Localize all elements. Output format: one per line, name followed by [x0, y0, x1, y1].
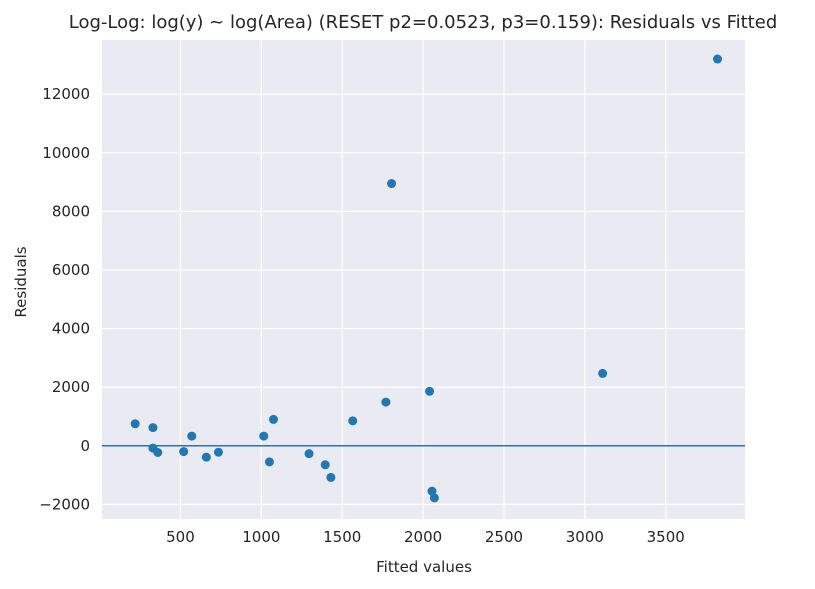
- data-point: [425, 386, 435, 396]
- data-point: [320, 460, 330, 470]
- x-tick-label: 2500: [485, 528, 523, 546]
- y-tick-label: 10000: [42, 144, 90, 162]
- data-point: [304, 449, 314, 459]
- data-point: [326, 472, 336, 482]
- y-tick-label: 6000: [52, 261, 90, 279]
- x-tick-label: 1500: [323, 528, 361, 546]
- x-tick-label: 1000: [242, 528, 280, 546]
- chart-title: Log-Log: log(y) ~ log(Area) (RESET p2=0.…: [69, 12, 778, 33]
- y-tick-label: 0: [80, 437, 90, 455]
- data-point: [153, 447, 163, 457]
- data-point: [130, 419, 140, 429]
- data-points: [130, 54, 723, 503]
- x-tick-label: 500: [166, 528, 195, 546]
- data-point: [381, 397, 391, 407]
- data-point: [713, 54, 723, 64]
- x-axis-ticks: 500 1000 1500 2000 2500 3000 3500: [166, 528, 685, 546]
- data-point: [201, 452, 211, 462]
- data-point: [259, 431, 269, 441]
- data-point: [348, 416, 358, 426]
- data-point: [187, 431, 197, 441]
- y-axis-label: Residuals: [12, 246, 30, 317]
- x-tick-label: 3000: [566, 528, 604, 546]
- x-tick-label: 3500: [647, 528, 685, 546]
- y-tick-label: −2000: [39, 495, 90, 513]
- y-tick-label: 4000: [52, 320, 90, 338]
- data-point: [213, 447, 223, 457]
- data-point: [429, 493, 439, 503]
- data-point: [148, 423, 158, 433]
- y-tick-label: 8000: [52, 202, 90, 220]
- data-point: [598, 368, 608, 378]
- x-axis-label: Fitted values: [376, 558, 472, 576]
- x-tick-label: 2000: [404, 528, 442, 546]
- data-point: [387, 179, 397, 189]
- y-tick-label: 2000: [52, 378, 90, 396]
- data-point: [179, 447, 189, 457]
- y-tick-label: 12000: [42, 85, 90, 103]
- data-point: [268, 414, 278, 424]
- y-axis-ticks: −2000 0 2000 4000 6000 8000 10000 12000: [39, 85, 90, 513]
- data-point: [264, 457, 274, 467]
